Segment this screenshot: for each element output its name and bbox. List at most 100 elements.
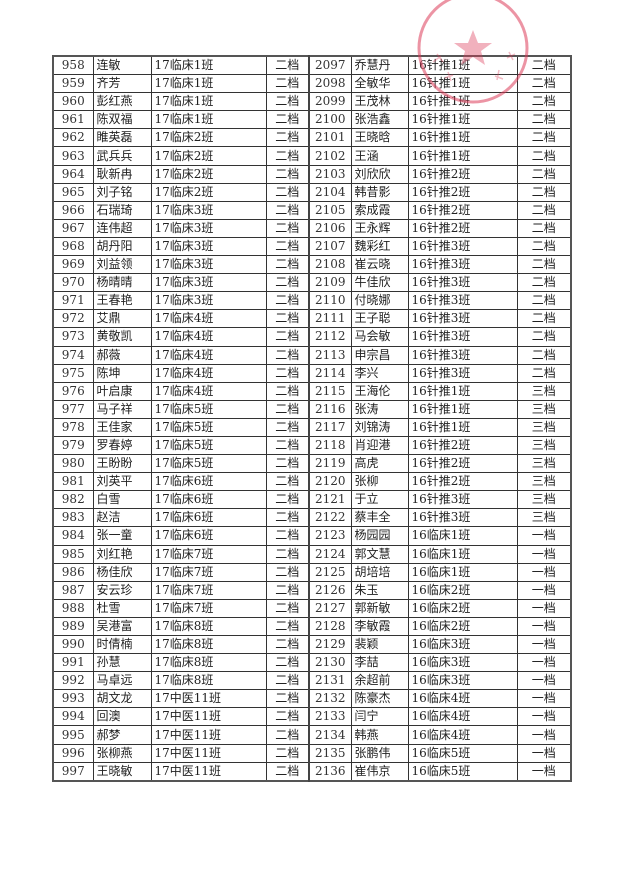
row-number: 2105 — [308, 200, 352, 220]
row-number: 2107 — [308, 236, 352, 257]
table-row: 989 吴港富 17临床8班 二档 2128 李敏霞 16临床2班 一档 — [52, 616, 572, 637]
student-name: 张柳 — [350, 472, 409, 492]
grade-level: 二档 — [265, 616, 310, 637]
grade-level: 二档 — [265, 725, 310, 745]
grade-level: 二档 — [516, 327, 572, 347]
grade-level: 一档 — [516, 544, 572, 564]
row-number: 958 — [52, 55, 94, 76]
student-name: 刘欣欣 — [350, 164, 409, 184]
class-name: 17中医11班 — [150, 761, 267, 782]
class-name: 16针推2班 — [407, 200, 518, 220]
student-name: 刘红艳 — [92, 544, 152, 564]
class-name: 17临床2班 — [150, 164, 267, 184]
class-name: 17临床4班 — [150, 363, 267, 383]
student-name: 崔伟京 — [350, 761, 409, 782]
student-name: 黄敬凯 — [92, 327, 152, 347]
class-name: 16临床2班 — [407, 616, 518, 637]
class-name: 16针推3班 — [407, 363, 518, 383]
student-name: 王茂林 — [350, 92, 409, 112]
grade-level: 二档 — [265, 544, 310, 564]
grade-level: 二档 — [265, 562, 310, 582]
row-number: 2132 — [308, 689, 352, 709]
grade-level: 一档 — [516, 562, 572, 582]
student-name: 付晓娜 — [350, 291, 409, 311]
student-name: 杨佳欣 — [92, 562, 152, 582]
table-row: 970 杨晴晴 17临床3班 二档 2109 牛佳欣 16针推3班 二档 — [52, 273, 572, 293]
grade-level: 二档 — [265, 454, 310, 474]
class-name: 16针推3班 — [407, 327, 518, 347]
row-number: 989 — [52, 616, 94, 637]
student-name: 罗春婷 — [92, 435, 152, 456]
grade-level: 二档 — [265, 508, 310, 528]
row-number: 2121 — [308, 490, 352, 510]
grade-level: 三档 — [516, 435, 572, 456]
class-name: 16临床2班 — [407, 580, 518, 600]
grade-level: 二档 — [265, 164, 310, 184]
row-number: 972 — [52, 309, 94, 329]
grade-level: 一档 — [516, 526, 572, 546]
grade-level: 二档 — [516, 74, 572, 94]
grade-level: 二档 — [516, 128, 572, 148]
class-name: 16针推1班 — [407, 128, 518, 148]
student-name: 王春艳 — [92, 291, 152, 311]
student-name: 马子祥 — [92, 399, 152, 419]
student-name: 肖迎港 — [350, 435, 409, 456]
row-number: 983 — [52, 508, 94, 528]
class-name: 17临床6班 — [150, 526, 267, 546]
class-name: 17中医11班 — [150, 743, 267, 763]
row-number: 990 — [52, 634, 94, 655]
grade-level: 二档 — [516, 92, 572, 112]
class-name: 16针推1班 — [407, 417, 518, 437]
class-name: 16针推1班 — [407, 92, 518, 112]
table-row: 973 黄敬凯 17临床4班 二档 2112 马会敏 16针推3班 二档 — [52, 327, 572, 347]
student-name: 连伟超 — [92, 218, 152, 238]
table-row: 975 陈坤 17临床4班 二档 2114 李兴 16针推3班 二档 — [52, 363, 572, 383]
class-name: 16针推2班 — [407, 435, 518, 456]
student-name: 张鹏伟 — [350, 743, 409, 763]
class-name: 17临床2班 — [150, 128, 267, 148]
grade-level: 二档 — [265, 200, 310, 220]
class-name: 16临床1班 — [407, 562, 518, 582]
table-row: 991 孙慧 17临床8班 二档 2130 李喆 16临床3班 一档 — [52, 653, 572, 673]
row-number: 2101 — [308, 128, 352, 148]
row-number: 969 — [52, 255, 94, 275]
class-name: 16针推3班 — [407, 508, 518, 528]
grade-level: 二档 — [265, 634, 310, 655]
student-name: 韩燕 — [350, 725, 409, 745]
student-name: 郭文慧 — [350, 544, 409, 564]
row-number: 967 — [52, 218, 94, 238]
class-name: 16针推3班 — [407, 255, 518, 275]
grade-level: 三档 — [516, 417, 572, 437]
row-number: 2134 — [308, 725, 352, 745]
grade-level: 二档 — [516, 273, 572, 293]
student-name: 武兵兵 — [92, 146, 152, 166]
grade-level: 一档 — [516, 580, 572, 600]
table-row: 997 王晓敏 17中医11班 二档 2136 崔伟京 16临床5班 一档 — [52, 761, 572, 782]
class-name: 17临床4班 — [150, 381, 267, 401]
table-row: 964 耿新冉 17临床2班 二档 2103 刘欣欣 16针推2班 二档 — [52, 164, 572, 184]
table-row: 971 王春艳 17临床3班 二档 2110 付晓娜 16针推3班 二档 — [52, 291, 572, 311]
table-row: 995 郝梦 17中医11班 二档 2134 韩燕 16临床4班 一档 — [52, 725, 572, 745]
grade-level: 二档 — [516, 182, 572, 202]
grade-level: 二档 — [265, 182, 310, 202]
table-row: 988 杜雪 17临床7班 二档 2127 郭新敏 16临床2班 一档 — [52, 598, 572, 618]
student-name: 申宗昌 — [350, 345, 409, 365]
grade-level: 一档 — [516, 598, 572, 618]
row-number: 2103 — [308, 164, 352, 184]
student-name: 王佳家 — [92, 417, 152, 437]
class-name: 17临床6班 — [150, 490, 267, 510]
student-name: 艾鼎 — [92, 309, 152, 329]
class-name: 17临床3班 — [150, 236, 267, 257]
class-name: 17临床8班 — [150, 634, 267, 655]
row-number: 2099 — [308, 92, 352, 112]
student-name: 崔云晓 — [350, 255, 409, 275]
grade-level: 一档 — [516, 743, 572, 763]
row-number: 996 — [52, 743, 94, 763]
student-name: 胡文龙 — [92, 689, 152, 709]
grade-level: 一档 — [516, 616, 572, 637]
student-name: 叶启康 — [92, 381, 152, 401]
row-number: 2135 — [308, 743, 352, 763]
row-number: 2100 — [308, 110, 352, 130]
table-row: 963 武兵兵 17临床2班 二档 2102 王涵 16针推1班 二档 — [52, 146, 572, 166]
student-name: 刘锦涛 — [350, 417, 409, 437]
